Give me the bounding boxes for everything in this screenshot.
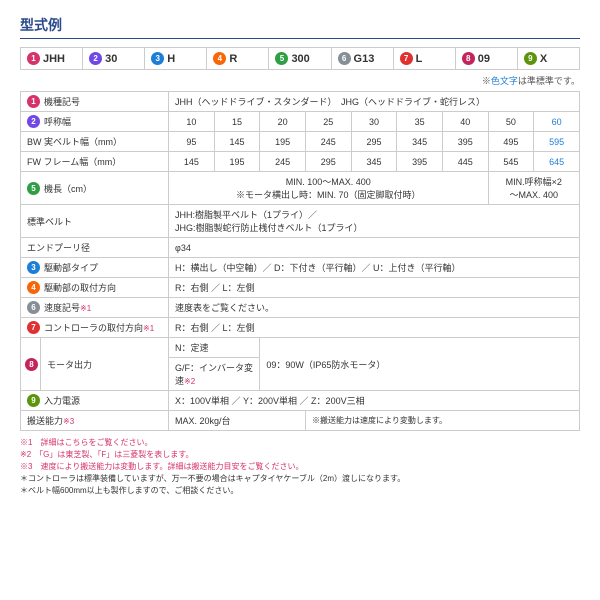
row-fw: FW フレーム幅（mm） 145195245295345395445545645 [21,152,580,172]
row-std-belt: 標準ベルト JHH:樹脂製平ベルト（1プライ）／ JHG:樹脂製蛇行防止桟付きベ… [21,205,580,238]
row-drive-type: 3駆動部タイプ H：横出し（中空軸）／ D：下付き（平行軸）／ U：上付き（平行… [21,258,580,278]
row-power: 9入力電源 X：100V単相 ／ Y：200V単相 ／ Z：200V三相 [21,391,580,411]
color-note: ※色文字は準標準です。 [20,74,580,87]
row-bw: BW 実ベルト幅（mm） 95145195245295345395495595 [21,132,580,152]
row-motor-1: 8 モータ出力 N：定速 09：90W（IP65防水モータ） [21,338,580,358]
row-drive-mount: 4駆動部の取付方向 R：右側 ／ L：左側 [21,278,580,298]
row-controller-mount: 7コントローラの取付方向※1 R：右側 ／ L：左側 [21,318,580,338]
model-cell: 230 [83,48,145,69]
row-capacity: 搬送能力※3 MAX. 20kg/台 ※搬送能力は速度により変動します。 [21,411,580,431]
model-example-row: 1JHH2303H4R53006G137L8099X [20,47,580,70]
model-cell: 809 [456,48,518,69]
spec-table: 1機種記号 JHH（ヘッドドライブ・スタンダード） JHG（ヘッドドライブ・蛇行… [20,91,580,431]
row-end-pulley: エンドプーリ径 φ34 [21,238,580,258]
row-nominal-width: 2呼称幅 101520253035405060 [21,112,580,132]
model-cell: 7L [394,48,456,69]
model-cell: 4R [207,48,269,69]
model-cell: 6G13 [332,48,394,69]
model-cell: 5300 [269,48,331,69]
model-cell: 3H [145,48,207,69]
row-model-code: 1機種記号 JHH（ヘッドドライブ・スタンダード） JHG（ヘッドドライブ・蛇行… [21,92,580,112]
model-cell: 9X [518,48,580,69]
footnotes: ※1 詳細はこちらをご覧ください。※2 「G」は東芝製、「F」は三菱製を表します… [20,437,580,497]
model-cell: 1JHH [21,48,83,69]
row-length: 5機長（cm） MIN. 100～MAX. 400 ※モータ横出し時：MIN. … [21,172,580,205]
section-heading: 型式例 [20,15,580,39]
row-speed-code: 6速度記号※1 速度表をご覧ください。 [21,298,580,318]
